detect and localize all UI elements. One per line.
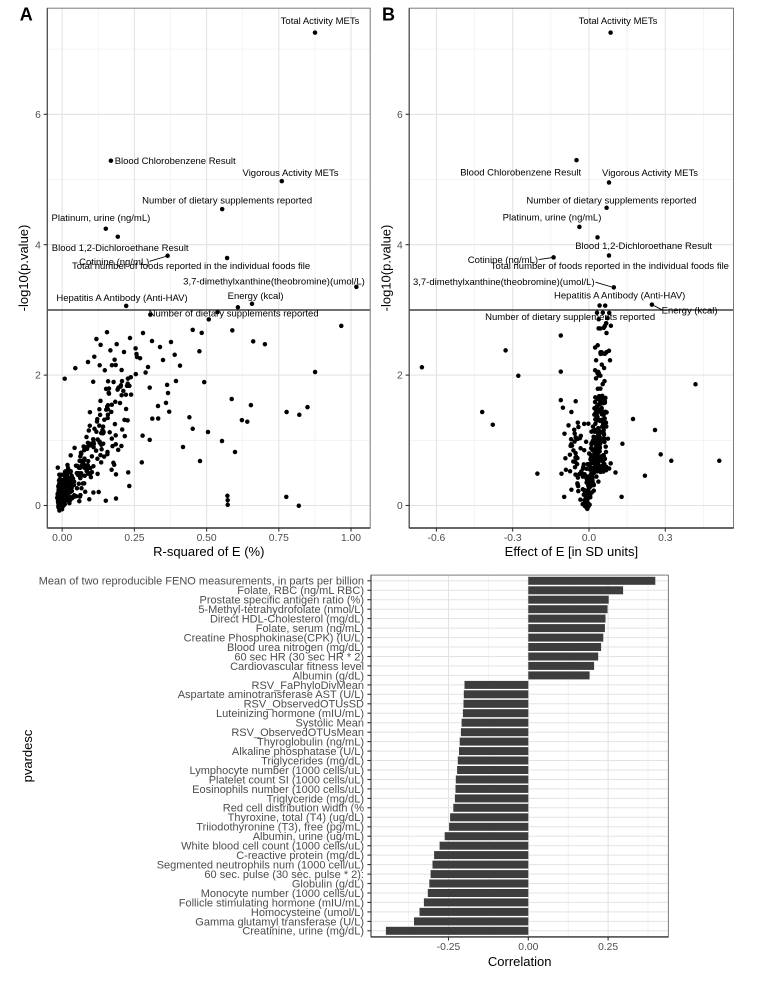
svg-text:Platinum, urine (ng/mL): Platinum, urine (ng/mL) <box>52 213 151 224</box>
svg-text:Folate, serum (ng/mL): Folate, serum (ng/mL) <box>256 623 364 635</box>
svg-text:Platelet count SI (1000 cells/: Platelet count SI (1000 cells/uL) <box>209 774 364 786</box>
svg-text:6: 6 <box>35 110 41 121</box>
svg-text:White blood cell count (1000 c: White blood cell count (1000 cells/uL) <box>181 841 364 853</box>
svg-text:0.50: 0.50 <box>197 533 217 544</box>
svg-text:2: 2 <box>35 371 41 382</box>
svg-text:Albumin (g/dL): Albumin (g/dL) <box>292 670 364 682</box>
svg-text:Triiodothyronine (T3), free (p: Triiodothyronine (T3), free (pg/mL) <box>196 822 364 834</box>
svg-text:RSV_ObservedOTUsMean: RSV_ObservedOTUsMean <box>231 727 364 739</box>
svg-text:Aspartate aminotransferase AST: Aspartate aminotransferase AST (U/L) <box>178 689 364 701</box>
svg-text:Follicle stimulating hormone (: Follicle stimulating hormone (mIU/mL) <box>179 897 364 909</box>
svg-text:R-squared of E (%): R-squared of E (%) <box>153 544 264 559</box>
svg-text:Red cell distribution width (%: Red cell distribution width (% <box>223 803 364 815</box>
svg-text:Number of dietary supplements: Number of dietary supplements reported <box>142 195 312 206</box>
svg-text:0.75: 0.75 <box>269 533 289 544</box>
svg-text:60 sec HR (30 sec HR * 2): 60 sec HR (30 sec HR * 2) <box>234 651 364 663</box>
svg-text:Effect of E [in SD units]: Effect of E [in SD units] <box>505 544 638 559</box>
svg-text:0: 0 <box>35 501 41 512</box>
svg-text:Platinum, urine (ng/mL): Platinum, urine (ng/mL) <box>503 213 602 224</box>
svg-text:Blood urea nitrogen (mg/dL): Blood urea nitrogen (mg/dL) <box>227 642 364 654</box>
svg-text:Blood Chlorobenzene Result: Blood Chlorobenzene Result <box>460 167 581 178</box>
svg-text:Cotinine (ng/mL): Cotinine (ng/mL) <box>468 255 538 266</box>
svg-text:Direct HDL-Cholesterol (mg/dL): Direct HDL-Cholesterol (mg/dL) <box>210 613 364 625</box>
svg-text:Creatinine, urine (mg/dL): Creatinine, urine (mg/dL) <box>242 926 364 938</box>
svg-text:Total number of foods reported: Total number of foods reported in the in… <box>491 261 729 272</box>
svg-text:Total number of foods reported: Total number of foods reported in the in… <box>72 261 310 272</box>
svg-text:0.00: 0.00 <box>518 942 538 953</box>
svg-text:3,7-dimethylxanthine(theobromi: 3,7-dimethylxanthine(theobromine)(umol/L… <box>413 277 595 288</box>
svg-text:5-Methyl-tetrahydrofolate (nmo: 5-Methyl-tetrahydrofolate (nmol/L) <box>198 604 364 616</box>
svg-text:Cotinine (ng/mL): Cotinine (ng/mL) <box>79 257 149 268</box>
svg-text:Vigorous Activity METs: Vigorous Activity METs <box>243 168 339 179</box>
svg-text:Thyroglobulin (ng/mL): Thyroglobulin (ng/mL) <box>257 736 364 748</box>
svg-text:Number of dietary supplements: Number of dietary supplements reported <box>485 312 655 323</box>
svg-text:Triglyceride (mg/dL): Triglyceride (mg/dL) <box>267 793 364 805</box>
svg-text:Energy (kcal): Energy (kcal) <box>228 291 284 302</box>
svg-text:Creatine Phosphokinase(CPK) (I: Creatine Phosphokinase(CPK) (IU/L) <box>184 632 364 644</box>
svg-text:0.25: 0.25 <box>598 942 618 953</box>
svg-text:Gamma glutamyl transferase (U/: Gamma glutamyl transferase (U/L) <box>195 916 364 928</box>
svg-text:Prostate specific antigen rati: Prostate specific antigen ratio (%) <box>200 595 364 607</box>
svg-text:0.0: 0.0 <box>582 533 597 544</box>
svg-text:Eosinophils number (1000 cells: Eosinophils number (1000 cells/uL) <box>192 784 364 796</box>
svg-text:Globulin (g/dL): Globulin (g/dL) <box>292 878 364 890</box>
svg-text:4: 4 <box>397 240 403 251</box>
svg-text:0.25: 0.25 <box>124 533 144 544</box>
svg-text:Energy (kcal): Energy (kcal) <box>662 306 718 317</box>
svg-text:Vigorous Activity METs: Vigorous Activity METs <box>602 168 698 179</box>
svg-text:0: 0 <box>397 501 403 512</box>
svg-text:Folate, RBC (ng/mL RBC): Folate, RBC (ng/mL RBC) <box>237 585 364 597</box>
svg-text:Cardiovascular fitness level: Cardiovascular fitness level <box>230 661 364 673</box>
svg-text:Thyroxine, total (T4) (ug/dL): Thyroxine, total (T4) (ug/dL) <box>228 812 364 824</box>
svg-text:Blood 1,2-Dichloroethane Resul: Blood 1,2-Dichloroethane Result <box>52 243 189 254</box>
svg-text:-0.6: -0.6 <box>428 533 446 544</box>
svg-text:C-reactive protein (mg/dL): C-reactive protein (mg/dL) <box>236 850 364 862</box>
svg-text:4: 4 <box>35 240 41 251</box>
svg-text:Albumin, urine (ug/mL): Albumin, urine (ug/mL) <box>253 831 364 843</box>
svg-text:-log10(p.value): -log10(p.value) <box>16 225 31 312</box>
svg-text:1.00: 1.00 <box>341 533 361 544</box>
svg-text:B: B <box>382 4 395 24</box>
svg-text:Mean of two reproducible FENO: Mean of two reproducible FENO measuremen… <box>39 576 364 588</box>
svg-text:Total Activity METs: Total Activity METs <box>579 16 658 27</box>
svg-text:3,7-dimethylxanthine(theobromi: 3,7-dimethylxanthine(theobromine)(umol/L… <box>183 277 365 288</box>
svg-text:Lymphocyte number (1000 cells/: Lymphocyte number (1000 cells/uL) <box>190 765 364 777</box>
svg-text:Blood Chlorobenzene Result: Blood Chlorobenzene Result <box>115 156 236 167</box>
svg-text:pvardesc: pvardesc <box>20 729 35 782</box>
svg-text:-log10(p.value): -log10(p.value) <box>379 225 394 312</box>
svg-text:-0.3: -0.3 <box>504 533 522 544</box>
svg-text:-0.25: -0.25 <box>437 942 461 953</box>
svg-text:2: 2 <box>397 371 403 382</box>
svg-text:Alkaline phosphatase (U/L): Alkaline phosphatase (U/L) <box>232 746 364 758</box>
svg-text:Number of dietary supplements: Number of dietary supplements reported <box>149 309 319 320</box>
svg-text:Hepatitis A Antibody (Anti-HAV: Hepatitis A Antibody (Anti-HAV) <box>554 290 685 301</box>
svg-text:Homocysteine (umol/L): Homocysteine (umol/L) <box>251 907 364 919</box>
svg-text:RSV_FaPhyloDivMean: RSV_FaPhyloDivMean <box>252 680 365 692</box>
svg-text:Luteinizing hormone (mIU/mL): Luteinizing hormone (mIU/mL) <box>216 708 364 720</box>
svg-text:60 sec. pulse (30 sec. pulse *: 60 sec. pulse (30 sec. pulse * 2): <box>204 869 364 881</box>
svg-text:Systolic Mean: Systolic Mean <box>296 718 364 730</box>
svg-text:Correlation: Correlation <box>488 954 552 969</box>
svg-text:A: A <box>20 4 33 24</box>
svg-text:6: 6 <box>397 110 403 121</box>
svg-text:Blood 1,2-Dichloroethane Resul: Blood 1,2-Dichloroethane Result <box>575 241 712 252</box>
svg-text:Number of dietary supplements: Number of dietary supplements reported <box>526 196 696 207</box>
svg-text:Segmented neutrophils num (100: Segmented neutrophils num (1000 cell/uL) <box>157 859 364 871</box>
svg-text:Triglycerides (mg/dL): Triglycerides (mg/dL) <box>261 755 364 767</box>
svg-text:Hepatitis A Antibody (Anti-HAV: Hepatitis A Antibody (Anti-HAV) <box>56 293 187 304</box>
svg-text:0.3: 0.3 <box>658 533 673 544</box>
svg-text:0.00: 0.00 <box>52 533 72 544</box>
svg-text:RSV_ObservedOTUsSD: RSV_ObservedOTUsSD <box>244 699 364 711</box>
svg-text:Monocyte number (1000 cells/uL: Monocyte number (1000 cells/uL) <box>201 888 364 900</box>
svg-text:Total Activity METs: Total Activity METs <box>281 16 360 27</box>
